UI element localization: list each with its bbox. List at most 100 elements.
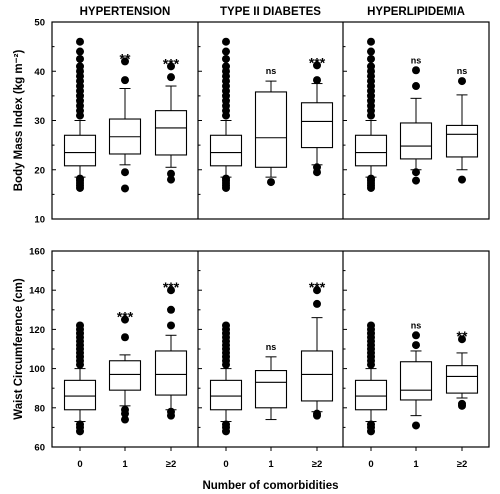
x-tick-label: 0 <box>77 459 82 470</box>
x-tick-label: 1 <box>122 459 128 470</box>
outlier-point <box>121 57 129 66</box>
outlier-point <box>313 299 321 308</box>
panel-title-1: TYPE II DIABETES <box>220 6 321 18</box>
outlier-point <box>167 305 175 314</box>
box-iqr <box>254 91 288 168</box>
outlier-point <box>412 168 420 177</box>
outlier-point <box>458 77 466 86</box>
significance-label: ns <box>266 66 277 76</box>
outlier-point <box>313 286 321 295</box>
outlier-point <box>367 47 375 56</box>
x-axis-label: Number of comorbidities <box>202 480 338 492</box>
outlier-point <box>121 76 129 85</box>
outlier-point <box>222 321 230 330</box>
significance-label: *** <box>309 54 326 70</box>
box-iqr <box>354 134 388 167</box>
outlier-point <box>367 37 375 46</box>
box-iqr <box>154 350 188 396</box>
outlier-point <box>76 174 84 183</box>
significance-label: *** <box>117 309 134 325</box>
outlier-point <box>313 76 321 85</box>
outlier-point <box>458 399 466 408</box>
significance-label: ns <box>266 342 277 352</box>
box-iqr <box>399 361 433 401</box>
box-iqr <box>63 134 97 167</box>
outlier-point <box>412 176 420 185</box>
outlier-point <box>76 47 84 56</box>
significance-label: *** <box>309 279 326 295</box>
outlier-point <box>313 61 321 70</box>
outlier-point <box>313 163 321 172</box>
outlier-point <box>76 62 84 71</box>
outlier-point <box>167 73 175 82</box>
outlier-point <box>222 62 230 71</box>
outlier-point <box>458 175 466 184</box>
outlier-point <box>167 175 175 184</box>
outlier-point <box>121 168 129 177</box>
outlier-point <box>167 407 175 416</box>
y-tick-label-row-0: 10 <box>34 215 45 226</box>
box-iqr <box>445 365 479 394</box>
x-tick-label: ≥2 <box>457 459 468 470</box>
x-tick-label: ≥2 <box>312 459 323 470</box>
outlier-point <box>167 286 175 295</box>
box-iqr <box>445 124 479 158</box>
outlier-point <box>458 335 466 344</box>
outlier-point <box>121 184 129 193</box>
x-tick-label: 1 <box>413 459 419 470</box>
outlier-point <box>412 82 420 91</box>
significance-label: ** <box>457 328 468 344</box>
x-tick-label: ≥2 <box>166 459 177 470</box>
box-iqr <box>399 122 433 160</box>
outlier-point <box>222 47 230 56</box>
box-iqr <box>63 379 97 411</box>
outlier-point <box>222 420 230 429</box>
box-iqr <box>300 102 334 149</box>
y-tick-label-row-0: 50 <box>34 18 45 29</box>
outlier-point <box>76 37 84 46</box>
y-axis-label-row-0: Body Mass Index (kg m⁻²) <box>13 50 25 192</box>
significance-label: ns <box>411 55 422 65</box>
outlier-point <box>76 420 84 429</box>
x-tick-label: 0 <box>223 459 228 470</box>
y-tick-label-row-1: 140 <box>29 286 45 297</box>
outlier-point <box>367 62 375 71</box>
significance-label: *** <box>163 55 180 71</box>
y-tick-label-row-1: 80 <box>34 403 45 414</box>
significance-label: ns <box>457 66 468 76</box>
outlier-point <box>313 409 321 418</box>
box-iqr <box>209 379 243 411</box>
panel-title-0: HYPERTENSION <box>80 6 171 18</box>
outlier-point <box>267 178 275 187</box>
outlier-point <box>412 341 420 350</box>
outlier-point <box>367 420 375 429</box>
outlier-point <box>222 174 230 183</box>
outlier-point <box>412 66 420 75</box>
outlier-point <box>367 321 375 330</box>
y-tick-label-row-0: 40 <box>34 67 45 78</box>
box-iqr <box>108 360 142 391</box>
y-tick-label-row-1: 160 <box>29 247 45 258</box>
y-tick-label-row-0: 30 <box>34 116 45 127</box>
y-tick-label-row-1: 120 <box>29 325 45 336</box>
outlier-point <box>167 62 175 71</box>
outlier-point <box>412 421 420 430</box>
outlier-point <box>222 54 230 63</box>
outlier-point <box>367 174 375 183</box>
significance-label: *** <box>163 279 180 295</box>
box-iqr <box>154 110 188 156</box>
significance-label: ** <box>120 50 131 66</box>
outlier-point <box>167 321 175 330</box>
box-iqr <box>300 350 334 402</box>
outlier-point <box>121 315 129 324</box>
outlier-point <box>412 331 420 340</box>
y-tick-label-row-0: 20 <box>34 165 45 176</box>
box-iqr <box>209 134 243 167</box>
outlier-point <box>121 333 129 342</box>
box-iqr <box>254 370 288 409</box>
outlier-point <box>76 54 84 63</box>
y-axis-label-row-1: Waist Circumference (cm) <box>13 278 25 420</box>
outlier-point <box>222 37 230 46</box>
x-tick-label: 0 <box>368 459 373 470</box>
